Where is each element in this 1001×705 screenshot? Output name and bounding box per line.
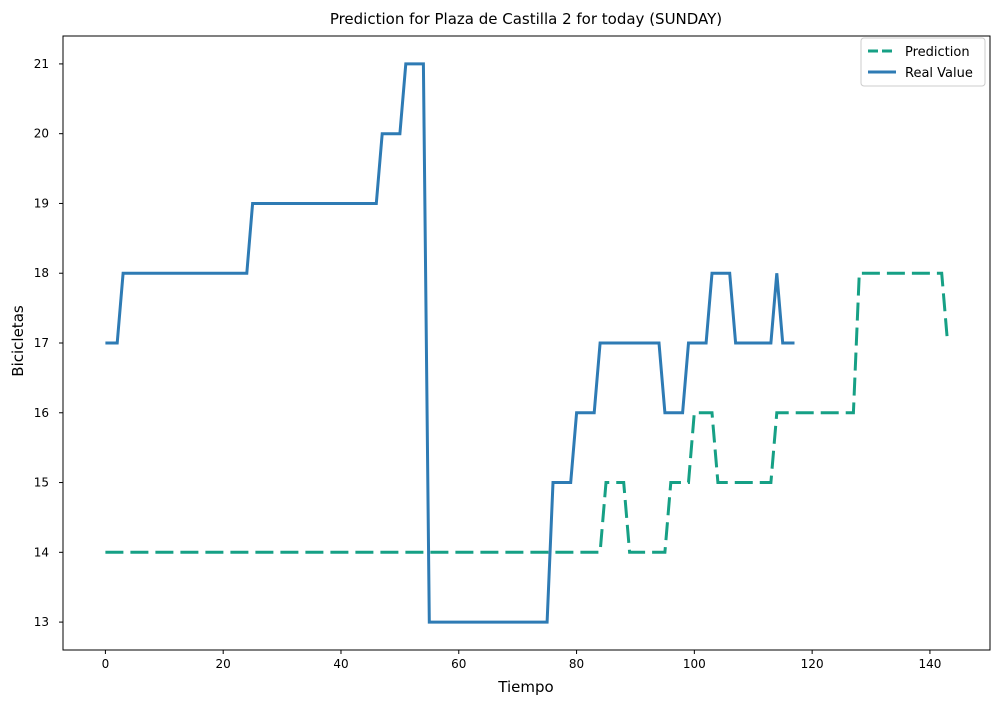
chart-title: Prediction for Plaza de Castilla 2 for t… <box>330 10 722 28</box>
y-tick-label: 13 <box>34 615 49 629</box>
y-tick-label: 19 <box>34 196 49 210</box>
series-line-real-value <box>105 62 795 624</box>
legend-label-prediction: Prediction <box>905 45 970 60</box>
legend-label-real-value: Real Value <box>905 66 973 81</box>
y-tick-label: 20 <box>34 127 49 141</box>
x-tick-label: 100 <box>683 657 706 671</box>
x-tick-label: 80 <box>569 657 584 671</box>
x-tick-label: 60 <box>451 657 466 671</box>
y-tick-label: 14 <box>34 545 49 559</box>
x-tick-label: 140 <box>918 657 941 671</box>
y-tick-label: 17 <box>34 336 49 350</box>
y-axis-ticks: 13 14 15 16 17 18 19 20 21 <box>34 57 63 629</box>
y-axis-title: Bicicletas <box>9 305 27 377</box>
y-tick-label: 15 <box>34 476 49 490</box>
y-tick-label: 21 <box>34 57 49 71</box>
x-tick-label: 20 <box>216 657 231 671</box>
x-axis-ticks: 0 20 40 60 80 100 120 140 <box>102 650 941 671</box>
x-axis-title: Tiempo <box>497 678 553 696</box>
plot-frame <box>62 35 991 651</box>
legend: Prediction Real Value <box>860 37 986 87</box>
series-line-prediction <box>105 271 950 554</box>
y-tick-label: 18 <box>34 266 49 280</box>
series-layer <box>105 62 950 624</box>
x-tick-label: 40 <box>333 657 348 671</box>
x-tick-label: 120 <box>801 657 824 671</box>
y-tick-label: 16 <box>34 406 49 420</box>
x-tick-label: 0 <box>102 657 110 671</box>
